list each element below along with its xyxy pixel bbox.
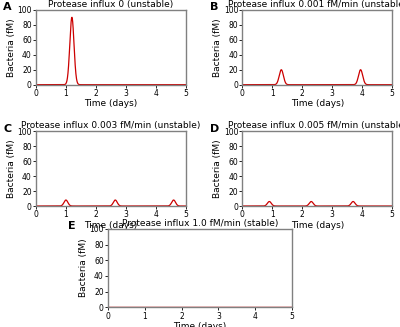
Y-axis label: Bacteria (fM): Bacteria (fM) [213,139,222,198]
Text: C: C [3,124,11,134]
X-axis label: Time (days): Time (days) [290,99,344,108]
Title: Protease influx 0.005 fM/min (unstable): Protease influx 0.005 fM/min (unstable) [228,121,400,130]
X-axis label: Time (days): Time (days) [173,322,227,327]
Title: Protease influx 1.0 fM/min (stable): Protease influx 1.0 fM/min (stable) [122,219,278,228]
Text: E: E [68,221,75,231]
Title: Protease influx 0 (unstable): Protease influx 0 (unstable) [48,0,174,9]
Text: A: A [3,2,12,12]
Y-axis label: Bacteria (fM): Bacteria (fM) [79,239,88,298]
Y-axis label: Bacteria (fM): Bacteria (fM) [7,139,16,198]
Text: D: D [210,124,219,134]
Text: B: B [210,2,218,12]
Y-axis label: Bacteria (fM): Bacteria (fM) [7,18,16,77]
Title: Protease influx 0.001 fM/min (unstable): Protease influx 0.001 fM/min (unstable) [228,0,400,9]
X-axis label: Time (days): Time (days) [290,221,344,230]
Y-axis label: Bacteria (fM): Bacteria (fM) [213,18,222,77]
X-axis label: Time (days): Time (days) [84,221,138,230]
X-axis label: Time (days): Time (days) [84,99,138,108]
Title: Protease influx 0.003 fM/min (unstable): Protease influx 0.003 fM/min (unstable) [21,121,200,130]
